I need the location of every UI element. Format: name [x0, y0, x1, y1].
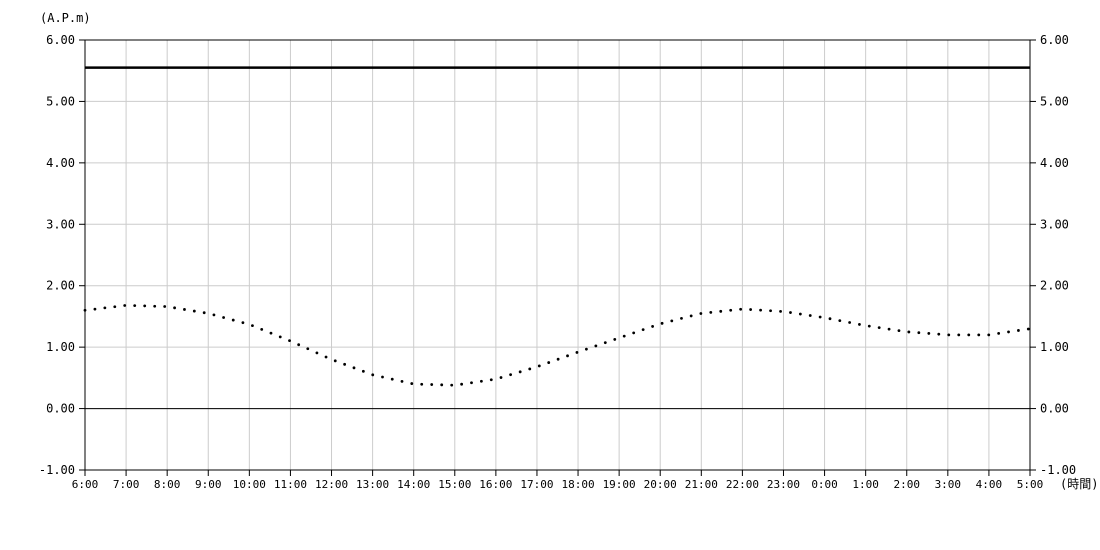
y-tick-label-right: 4.00 [1040, 156, 1069, 170]
y-tick-label-right: 3.00 [1040, 217, 1069, 231]
y-tick-label-right: -1.00 [1040, 463, 1076, 477]
x-tick-label: 9:00 [195, 478, 222, 491]
x-tick-label: 6:00 [72, 478, 99, 491]
y-tick-label-left: 3.00 [46, 217, 75, 231]
y-tick-label-right: 6.00 [1040, 33, 1069, 47]
x-tick-label: 4:00 [976, 478, 1003, 491]
y-tick-label-left: 5.00 [46, 94, 75, 108]
x-tick-label: 14:00 [397, 478, 430, 491]
x-tick-label: 17:00 [520, 478, 553, 491]
y-tick-label-left: 0.00 [46, 402, 75, 416]
x-tick-label: 11:00 [274, 478, 307, 491]
x-tick-label: 18:00 [561, 478, 594, 491]
x-tick-label: 22:00 [726, 478, 759, 491]
x-tick-label: 12:00 [315, 478, 348, 491]
y-tick-label-right: 1.00 [1040, 340, 1069, 354]
y-tick-label-left: 4.00 [46, 156, 75, 170]
y-tick-label-left: 2.00 [46, 279, 75, 293]
x-tick-label: 3:00 [935, 478, 962, 491]
x-tick-label: 15:00 [438, 478, 471, 491]
x-tick-label: 7:00 [113, 478, 140, 491]
x-tick-label: 16:00 [479, 478, 512, 491]
x-tick-label: 21:00 [685, 478, 718, 491]
x-tick-label: 2:00 [893, 478, 920, 491]
y-tick-label-right: 5.00 [1040, 94, 1069, 108]
tide-chart: -1.00 -1.00 0.00 0.00 1.00 1.00 2.00 2.00 3.00 3.… [0, 0, 1100, 550]
y-tick-label-left: -1.00 [39, 463, 75, 477]
x-tick-label: 19:00 [603, 478, 636, 491]
y-tick-label-right: 2.00 [1040, 279, 1069, 293]
x-tick-label: 0:00 [811, 478, 838, 491]
x-tick-label: 13:00 [356, 478, 389, 491]
x-tick-label: 5:00 [1017, 478, 1044, 491]
y-tick-label-left: 1.00 [46, 340, 75, 354]
y-tick-label-right: 0.00 [1040, 402, 1069, 416]
y-axis-title: (A.P.m) [40, 11, 91, 25]
tide-chart-container: -1.00 -1.00 0.00 0.00 1.00 1.00 2.00 2.00 3.00 3.… [0, 0, 1100, 550]
x-tick-label: 8:00 [154, 478, 181, 491]
x-tick-label: 1:00 [852, 478, 879, 491]
x-axis-title: (時間) [1060, 477, 1098, 491]
x-tick-label: 23:00 [767, 478, 800, 491]
y-tick-label-left: 6.00 [46, 33, 75, 47]
x-tick-label: 20:00 [644, 478, 677, 491]
x-tick-label: 10:00 [233, 478, 266, 491]
